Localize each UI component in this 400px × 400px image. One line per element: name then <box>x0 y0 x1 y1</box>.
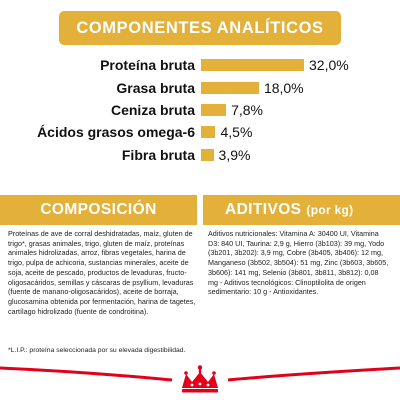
nutrient-bar <box>201 59 304 71</box>
nutrient-value: 3,9% <box>218 147 251 163</box>
analytical-components-title: COMPONENTES ANALÍTICOS <box>76 18 324 37</box>
additives-title: ADITIVOS <box>225 201 302 218</box>
composition-text: Proteínas de ave de corral deshidratadas… <box>8 229 196 316</box>
nutrient-bar <box>201 104 227 116</box>
nutrient-bar <box>201 149 214 161</box>
additives-unit: (por kg) <box>306 203 354 217</box>
lip-footnote: *L.I.P.: proteína seleccionada por su el… <box>8 347 186 354</box>
nutrient-value: 4,5% <box>220 124 253 140</box>
analytical-components-header: COMPONENTES ANALÍTICOS <box>59 11 341 45</box>
nutrient-label: Ceniza bruta <box>110 102 195 118</box>
additives-text: Aditivos nutricionales: Vitamina A: 3040… <box>208 229 389 297</box>
nutrient-bar <box>201 126 216 138</box>
composition-title: COMPOSICIÓN <box>40 201 157 218</box>
nutrient-value: 18,0% <box>263 80 304 96</box>
composition-header: COMPOSICIÓN <box>0 195 197 225</box>
royal-canin-crown-logo <box>182 365 218 393</box>
nutrient-label: Ácidos grasos omega-6 <box>37 124 195 140</box>
nutrient-bar <box>201 82 259 94</box>
nutrient-value: 32,0% <box>309 57 349 73</box>
footer-swoosh <box>0 366 400 382</box>
nutrient-value: 7,8% <box>231 102 264 118</box>
nutrient-label: Proteína bruta <box>100 57 195 73</box>
nutrient-label: Grasa bruta <box>116 80 195 96</box>
additives-header: ADITIVOS (por kg) <box>203 195 400 225</box>
nutrient-label: Fibra bruta <box>121 147 195 163</box>
